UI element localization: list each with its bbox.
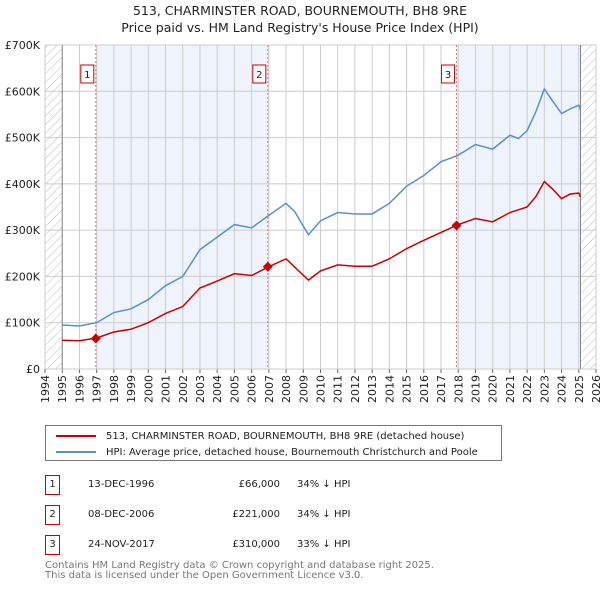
sale-date: 24-NOV-2017: [88, 539, 155, 550]
x-tick-label: 2002: [177, 375, 190, 403]
x-tick-label: 2003: [194, 375, 207, 403]
x-tick-label: 2000: [142, 375, 155, 403]
x-tick-label: 2026: [590, 375, 600, 403]
x-tick-label: 2010: [315, 375, 328, 403]
legend: 513, CHARMINSTER ROAD, BOURNEMOUTH, BH8 …: [45, 425, 502, 461]
footer-copyright: Contains HM Land Registry data © Crown c…: [45, 560, 434, 571]
x-tick-label: 2025: [573, 375, 586, 403]
sale-price: £310,000: [232, 539, 280, 550]
sale-hpi: 34% ↓ HPI: [297, 509, 351, 520]
sale-marker: 1: [45, 475, 60, 495]
legend-swatch-hpi: [56, 451, 96, 453]
y-tick-label: £0: [26, 363, 40, 376]
sale-hpi: 34% ↓ HPI: [297, 479, 351, 490]
sale-row: 2 08-DEC-2006 £221,000 34% ↓ HPI: [45, 505, 445, 525]
sale-row: 3 24-NOV-2017 £310,000 33% ↓ HPI: [45, 535, 445, 555]
x-tick-label: 1994: [39, 375, 52, 403]
x-tick-label: 2004: [211, 375, 224, 403]
sale-hpi: 33% ↓ HPI: [297, 539, 351, 550]
y-tick-label: £200K: [5, 270, 41, 283]
sale-point: [90, 333, 101, 344]
x-tick-label: 2009: [297, 375, 310, 403]
x-tick-label: 2024: [556, 375, 569, 403]
series-line: [62, 180, 582, 342]
sale-price: £66,000: [238, 479, 280, 490]
series-line: [62, 87, 582, 327]
legend-swatch-property: [56, 435, 96, 437]
x-tick-label: 1995: [56, 375, 69, 403]
sale-label-box: [80, 64, 95, 84]
y-tick-label: £500K: [5, 132, 41, 145]
y-tick-label: £400K: [5, 178, 41, 191]
x-tick-label: 2020: [487, 375, 500, 403]
sale-point: [262, 261, 273, 272]
y-tick-label: £300K: [5, 224, 41, 237]
sale-price: £221,000: [232, 509, 280, 520]
x-tick-label: 1998: [108, 375, 121, 403]
sale-date: 13-DEC-1996: [88, 479, 155, 490]
x-tick-label: 2007: [263, 375, 276, 403]
sale-label: 3: [445, 70, 451, 81]
x-tick-label: 2022: [521, 375, 534, 403]
x-tick-label: 2005: [228, 375, 241, 403]
shaded-period: [95, 45, 268, 369]
hatched-region: [580, 45, 596, 369]
x-tick-label: 2019: [469, 375, 482, 403]
sale-date: 08-DEC-2006: [88, 509, 155, 520]
footer-licence: This data is licensed under the Open Gov…: [45, 570, 364, 581]
x-tick-label: 2014: [383, 375, 396, 403]
x-tick-label: 2017: [435, 375, 448, 403]
x-tick-label: 1996: [73, 375, 86, 403]
sale-row: 1 13-DEC-1996 £66,000 34% ↓ HPI: [45, 475, 445, 495]
sale-label: 2: [256, 70, 262, 81]
legend-label-hpi: HPI: Average price, detached house, Bour…: [106, 446, 478, 458]
x-tick-label: 2013: [366, 375, 379, 403]
footer: Contains HM Land Registry data © Crown c…: [45, 561, 434, 581]
sale-point: [451, 220, 462, 231]
x-tick-label: 2023: [538, 375, 551, 403]
x-tick-label: 2001: [160, 375, 173, 403]
x-tick-label: 2018: [452, 375, 465, 403]
x-tick-label: 2015: [401, 375, 414, 403]
y-tick-label: £700K: [5, 39, 41, 52]
plot-area: 1994 1995 1996 1997 1998 1999 2000 2001 2002 2003…: [5, 39, 600, 403]
chart-title: 513, CHARMINSTER ROAD, BOURNEMOUTH, BH8 …: [132, 3, 467, 18]
x-tick-label: 2008: [280, 375, 293, 403]
sale-label-box: [441, 64, 456, 84]
y-tick-label: £100K: [5, 317, 41, 330]
x-tick-label: 2006: [246, 375, 259, 403]
y-tick-label: £600K: [5, 85, 41, 98]
sale-label-box: [252, 64, 267, 84]
x-tick-label: 1999: [125, 375, 138, 403]
sale-label: 1: [84, 70, 90, 81]
hatched-region: [45, 45, 63, 369]
chart-subtitle: Price paid vs. HM Land Registry's House …: [121, 20, 479, 35]
x-tick-label: 2012: [349, 375, 362, 403]
sale-marker: 2: [45, 505, 60, 525]
x-tick-label: 1997: [91, 375, 104, 403]
legend-label-property: 513, CHARMINSTER ROAD, BOURNEMOUTH, BH8 …: [106, 430, 465, 442]
sale-marker: 3: [45, 535, 60, 555]
x-tick-label: 2021: [504, 375, 517, 403]
shaded-period: [456, 45, 581, 369]
x-tick-label: 2011: [332, 375, 345, 403]
x-tick-label: 2016: [418, 375, 431, 403]
